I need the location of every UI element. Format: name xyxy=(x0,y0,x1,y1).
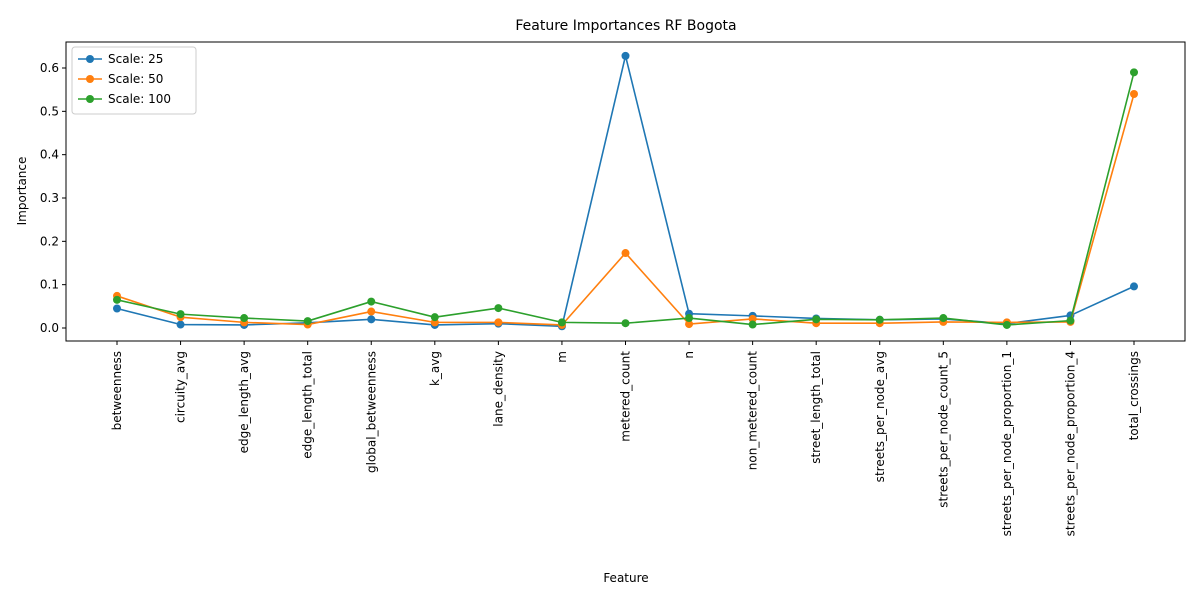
data-point xyxy=(240,314,249,323)
legend-box xyxy=(71,46,197,115)
data-point xyxy=(685,320,694,329)
x-tick-label: streets_per_node_proportion_1 xyxy=(1000,351,1014,536)
data-point xyxy=(685,314,694,323)
x-tick-label: n xyxy=(682,351,696,359)
x-tick-label: circuity_avg xyxy=(174,351,188,423)
data-point xyxy=(748,314,757,323)
legend-label: Scale: 50 xyxy=(108,72,163,86)
data-point xyxy=(367,297,376,306)
data-point xyxy=(494,304,503,313)
data-point xyxy=(875,315,884,324)
y-tick-label: 0.0 xyxy=(40,321,59,335)
x-tick-label: streets_per_node_avg xyxy=(873,351,887,482)
x-tick-label: lane_density xyxy=(491,351,505,427)
x-tick-label: m xyxy=(555,351,569,363)
x-tick-label: total_crossings xyxy=(1127,351,1141,440)
data-point xyxy=(621,319,630,328)
legend-marker xyxy=(86,75,94,83)
legend-marker xyxy=(86,95,94,103)
data-point xyxy=(113,304,121,313)
x-tick-label: non_metered_count xyxy=(746,351,760,471)
data-point xyxy=(176,310,185,319)
y-tick-label: 0.4 xyxy=(40,148,59,162)
data-point xyxy=(621,51,630,60)
data-point xyxy=(176,320,185,329)
data-point xyxy=(1130,90,1138,98)
data-point xyxy=(1130,68,1138,77)
y-tick-label: 0.5 xyxy=(40,104,59,118)
x-tick-label: metered_count xyxy=(619,351,633,442)
data-point xyxy=(303,317,312,326)
data-point xyxy=(367,307,376,316)
x-tick-label: streets_per_node_count_5 xyxy=(936,351,950,508)
data-point xyxy=(113,295,121,304)
data-point xyxy=(939,314,948,323)
legend-label: Scale: 100 xyxy=(108,92,171,106)
legend-label: Scale: 25 xyxy=(108,52,163,66)
x-tick-label: street_length_total xyxy=(809,351,823,464)
plot-frame xyxy=(65,41,1186,342)
x-tick-label: k_avg xyxy=(428,351,442,386)
y-tick-label: 0.1 xyxy=(40,278,59,292)
data-point xyxy=(557,318,566,327)
x-axis-label: Feature xyxy=(603,571,648,585)
y-tick-label: 0.2 xyxy=(40,234,59,248)
data-point xyxy=(621,249,630,258)
data-point xyxy=(367,315,376,324)
y-tick-label: 0.6 xyxy=(40,61,59,75)
y-tick-label: 0.3 xyxy=(40,191,59,205)
legend-marker xyxy=(86,55,94,63)
x-tick-label: betweenness xyxy=(110,351,124,430)
data-point xyxy=(494,318,503,327)
plot-area: 0.0 0.1 0.2 0.3 0.4 0.5 0.6 betweenness circuity… xyxy=(40,51,1141,536)
data-point xyxy=(1002,320,1011,329)
data-point xyxy=(430,313,439,322)
chart-title: Feature Importances RF Bogota xyxy=(515,18,736,34)
x-tick-label: edge_length_avg xyxy=(237,351,251,453)
x-tick-label: edge_length_total xyxy=(301,351,315,459)
x-tick-label: streets_per_node_proportion_4 xyxy=(1063,351,1077,536)
legend: Scale: 25 Scale: 50 Scale: 100 xyxy=(71,46,197,115)
data-point xyxy=(1130,282,1138,291)
data-point xyxy=(812,315,821,324)
data-point xyxy=(748,320,757,329)
x-tick-label: global_betweenness xyxy=(364,351,378,473)
y-axis-label: Importance xyxy=(15,157,29,226)
data-point xyxy=(1066,316,1075,325)
